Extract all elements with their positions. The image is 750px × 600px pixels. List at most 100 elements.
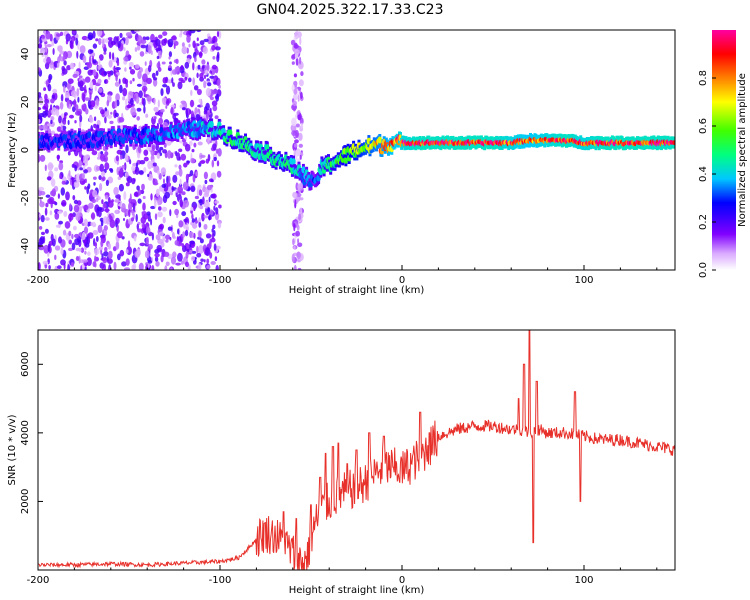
noise-cell — [38, 97, 44, 106]
noise-cell — [169, 209, 172, 217]
noise-cell — [201, 65, 205, 69]
noise-cell — [38, 213, 42, 218]
noise-cell — [181, 46, 188, 55]
noise-cell — [157, 149, 162, 153]
noise-cell — [150, 150, 155, 156]
noise-cell — [38, 92, 42, 97]
colorbar-gradient — [712, 30, 736, 270]
x-tick-label: -100 — [209, 575, 232, 586]
noise-cell — [75, 212, 81, 222]
noise-cell — [140, 44, 147, 49]
noise-cell — [190, 206, 194, 211]
noise-cell — [136, 83, 142, 87]
x-tick-label: 0 — [399, 575, 405, 586]
noise-cell — [193, 142, 197, 148]
noise-cell — [69, 114, 74, 119]
noise-cell — [174, 240, 179, 246]
noise-cell — [143, 81, 147, 86]
noise-cell — [186, 160, 191, 164]
noise-cell — [151, 265, 155, 270]
noise-cell — [159, 231, 164, 237]
noise-cell — [156, 55, 160, 60]
noise-cell — [67, 78, 74, 84]
noise-cell — [191, 148, 195, 153]
noise-cell — [175, 58, 179, 64]
noise-cell — [209, 252, 213, 259]
noise-cell — [80, 265, 83, 270]
y-tick-label: 6000 — [20, 352, 31, 377]
noise-cell — [47, 110, 51, 117]
noise-cell — [168, 56, 171, 60]
noise-cell — [140, 39, 147, 44]
noise-cell — [73, 98, 77, 108]
noise-cell — [132, 144, 136, 151]
noise-cell — [80, 154, 84, 163]
noise-cell — [158, 173, 162, 180]
noise-cell — [293, 73, 297, 78]
noise-cell — [77, 96, 80, 103]
noise-cell — [65, 91, 70, 99]
noise-cell — [193, 85, 199, 91]
noise-cell — [190, 255, 196, 262]
noise-cell — [211, 64, 217, 70]
noise-cell — [55, 224, 61, 228]
noise-cell — [213, 230, 216, 237]
noise-cell — [90, 222, 93, 226]
noise-cell — [184, 143, 191, 152]
noise-cell — [153, 97, 156, 105]
noise-cell — [291, 54, 296, 60]
noise-cell — [173, 43, 176, 50]
noise-cell — [153, 106, 159, 112]
noise-cell — [110, 168, 114, 173]
noise-cell — [131, 217, 134, 222]
noise-cell — [98, 54, 104, 61]
noise-cell — [178, 148, 183, 153]
noise-cell — [295, 230, 300, 237]
noise-cell — [205, 233, 212, 239]
noise-cell — [73, 181, 80, 188]
noise-cell — [43, 103, 49, 110]
noise-cell — [135, 162, 139, 169]
noise-cell — [119, 84, 123, 94]
noise-cell — [97, 224, 103, 234]
noise-cell — [154, 256, 159, 263]
x-tick-label: 100 — [574, 275, 593, 286]
noise-cell — [61, 180, 66, 185]
noise-cell — [63, 85, 66, 93]
noise-cell — [293, 246, 296, 250]
noise-cell — [45, 30, 51, 40]
noise-cell — [121, 261, 127, 267]
noise-cell — [215, 207, 219, 215]
noise-cell — [157, 170, 160, 175]
noise-cell — [144, 250, 150, 259]
noise-cell — [170, 267, 173, 270]
noise-cell — [71, 90, 77, 97]
noise-cell — [54, 212, 60, 220]
y-tick-label: -40 — [20, 238, 31, 254]
noise-cell — [162, 84, 168, 88]
noise-cell — [141, 97, 144, 105]
noise-cell — [175, 171, 180, 176]
noise-cell — [62, 56, 65, 62]
noise-cell — [54, 245, 61, 251]
noise-cell — [138, 262, 144, 270]
noise-cell — [204, 201, 210, 209]
noise-cell — [293, 222, 296, 232]
noise-cell — [124, 78, 129, 85]
noise-cell — [297, 183, 303, 190]
noise-cell — [60, 94, 64, 102]
noise-cell — [155, 188, 160, 197]
noise-cell — [93, 123, 97, 129]
noise-cell — [125, 50, 130, 57]
noise-cell — [196, 245, 199, 254]
noise-cell — [203, 80, 207, 89]
noise-cell — [46, 56, 51, 64]
noise-cell — [298, 213, 302, 221]
noise-cell — [300, 122, 304, 130]
noise-cell — [169, 191, 174, 196]
noise-cell — [213, 156, 217, 162]
noise-cell — [91, 150, 98, 156]
noise-cell — [123, 56, 129, 62]
noise-cell — [99, 163, 104, 172]
noise-cell — [131, 264, 135, 270]
